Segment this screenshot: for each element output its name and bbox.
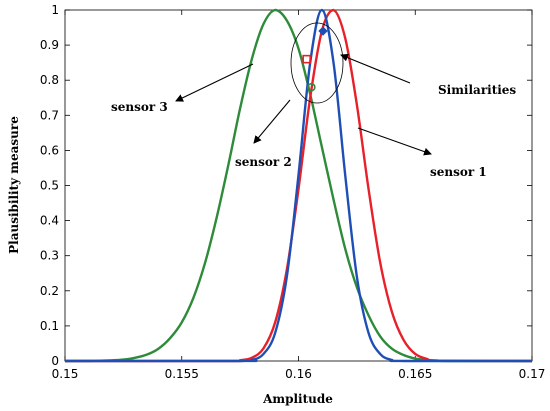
similarities-arrow [340, 53, 411, 84]
y-tick-label: 0.5 [40, 179, 59, 193]
y-tick-label: 0.3 [40, 249, 59, 263]
x-tick-label: 0.17 [519, 367, 546, 381]
similarity-marker-diamond [318, 26, 328, 36]
similarities-ellipse [290, 22, 344, 104]
x-tick-label: 0.16 [285, 367, 312, 381]
x-tick-label: 0.15 [52, 367, 79, 381]
plot-area: 0.15 0.155 0.16 0.165 0.17 0 0.1 0.2 0.3 0.4 0.5 0.… [40, 3, 545, 381]
sensor2-label: sensor 2 [235, 155, 292, 169]
series-line-sensor-3 [65, 8, 532, 363]
x-tick-label: 0.155 [165, 367, 199, 381]
y-tick-label: 0 [51, 354, 59, 368]
series-layer [65, 8, 533, 363]
axis-ticks: 0.15 0.155 0.16 0.165 0.17 0 0.1 0.2 0.3 0.4 0.5 0.… [40, 3, 545, 381]
x-axis-label: Amplitude [262, 392, 333, 406]
sensor1-label: sensor 1 [430, 165, 487, 179]
y-tick-label: 0.4 [40, 214, 59, 228]
series-line-sensor-2 [65, 8, 532, 363]
series-line-sensor-1 [65, 8, 533, 363]
y-tick-label: 0.7 [40, 108, 59, 122]
sensor3-arrow [175, 63, 254, 102]
similarity-marker-circle [307, 82, 316, 92]
y-tick-label: 0.9 [40, 38, 59, 52]
similarity-marker-square [302, 54, 311, 64]
marker-layer [302, 26, 328, 92]
y-axis-label: Plausibility measure [7, 116, 21, 254]
x-tick-label: 0.165 [398, 367, 432, 381]
y-tick-label: 0.8 [40, 73, 59, 87]
y-tick-label: 0.2 [40, 284, 59, 298]
y-tick-label: 0.1 [40, 319, 59, 333]
annotation-layer: Similarities sensor 3 sensor 2 sensor 1 [111, 22, 516, 179]
y-tick-label: 0.6 [40, 143, 59, 157]
sensor2-arrow [253, 99, 291, 144]
similarities-label: Similarities [438, 83, 516, 97]
y-tick-label: 1 [51, 3, 59, 17]
sensor1-arrow [357, 127, 432, 156]
sensor3-label: sensor 3 [111, 100, 168, 114]
